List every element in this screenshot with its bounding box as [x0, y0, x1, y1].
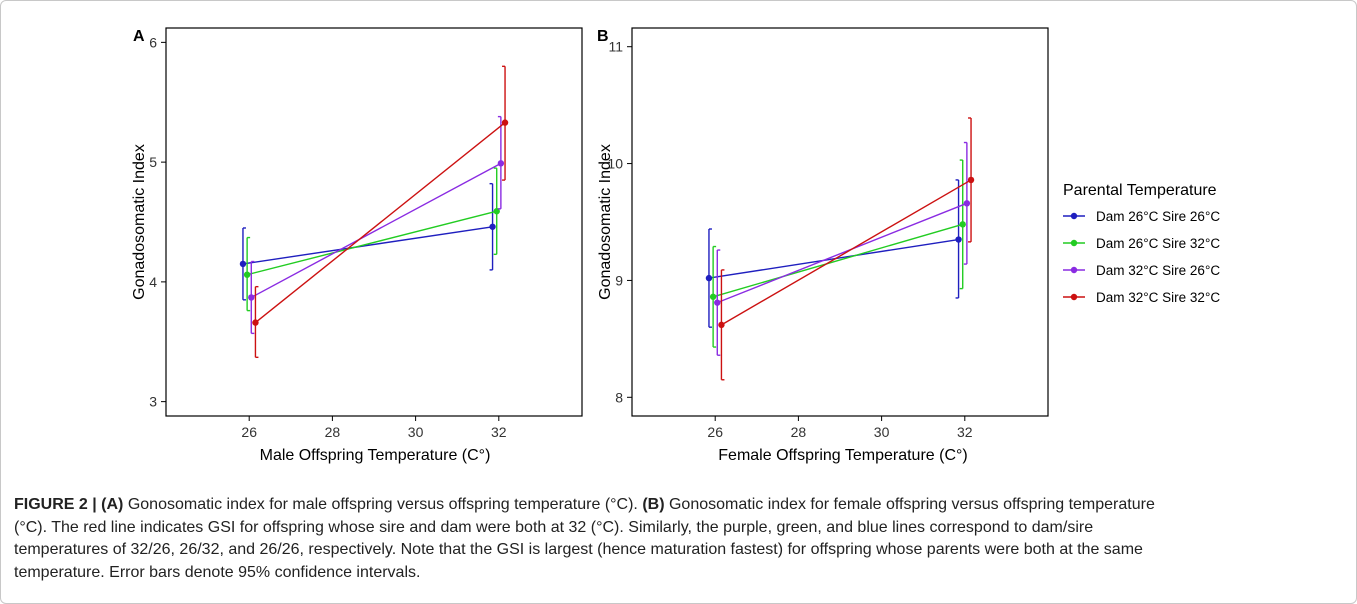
panel-a-y-tick-label: 4 [149, 274, 157, 290]
panel-a-x-tick-label: 32 [491, 424, 507, 440]
caption-line-4: temperature. Error bars denote 95% confi… [14, 563, 421, 581]
panel-b-x-tick-label: 26 [707, 424, 723, 440]
panel-a-series-3-point [497, 160, 505, 167]
panel-a-series-3-point [248, 294, 255, 301]
panel-b-series-3-point [963, 200, 971, 207]
legend-entry-2: Dam 26°C Sire 32°C [1063, 236, 1220, 251]
panel-a-series-1-point [239, 260, 247, 268]
caption-line-2: (°C). The red line indicates GSI for off… [14, 518, 1094, 536]
caption-line-1: FIGURE 2 | (A) Gonosomatic index for mal… [14, 494, 1343, 517]
caption-line-3: temperatures of 32/26, 26/32, and 26/26,… [14, 541, 1143, 558]
panel-b-series-4-point [967, 176, 975, 184]
legend-swatch-point [1070, 212, 1078, 220]
panel-a-label: A [133, 28, 145, 45]
panel-b: B Female Offspring Temperature (C°) Gona… [597, 27, 1049, 464]
panel-b-plot-border [631, 27, 1049, 417]
legend-entry-3: Dam 32°C Sire 26°C [1063, 263, 1220, 278]
legend-entry-label: Dam 32°C Sire 26°C [1096, 263, 1220, 278]
caption-a-tag: (A) [101, 496, 124, 513]
panel-b-series-3-point [714, 299, 721, 306]
legend: Parental Temperature Dam 26°C Sire 26°C D… [1063, 182, 1220, 305]
panel-a-series-3-line [250, 162, 502, 299]
panel-b-label: B [597, 28, 609, 45]
panel-b-x-axis-label: Female Offspring Temperature (C°) [718, 447, 967, 464]
panel-a-x-tick-label: 28 [325, 424, 341, 440]
panel-b-series-1-point [705, 274, 713, 282]
legend-swatch-point [1070, 266, 1078, 274]
panel-b-y-axis-label: Gonadosomatic Index [597, 144, 614, 300]
legend-swatch-point [1070, 239, 1078, 247]
legend-title: Parental Temperature [1063, 182, 1217, 199]
panel-a-series-1-point [489, 223, 496, 230]
caption-figure-label: FIGURE 2 | [14, 496, 97, 513]
panel-a-plot-border [165, 27, 583, 417]
panel-a-series-1-line [242, 226, 493, 265]
panel-b-series-3-line [717, 202, 968, 304]
figure-caption: FIGURE 2 | (A) Gonosomatic index for mal… [0, 494, 1357, 604]
panel-b-y-tick-label: 10 [607, 156, 623, 172]
legend-entry-label: Dam 26°C Sire 32°C [1096, 236, 1220, 251]
panel-a-series-2-point [493, 208, 500, 215]
panel-b-series-2-point [709, 293, 717, 300]
legend-entry-4: Dam 32°C Sire 32°C [1063, 290, 1220, 305]
panel-a-y-tick-label: 6 [149, 34, 157, 50]
panel-a-y-tick-label: 3 [149, 394, 157, 410]
panel-a-x-tick-label: 30 [408, 424, 424, 440]
panel-b-series-2-line [712, 223, 963, 298]
panel-a-x-axis-label: Male Offspring Temperature (C°) [260, 447, 491, 464]
caption-b-tag: (B) [642, 496, 665, 513]
panel-b-series-1-line [708, 238, 959, 279]
panel-b-x-tick-label: 30 [874, 424, 890, 440]
panel-b-y-tick-label: 8 [615, 389, 623, 405]
legend-entry-label: Dam 32°C Sire 32°C [1096, 290, 1220, 305]
panel-a-series-4-point [501, 119, 509, 126]
panel-a-y-axis-label: Gonadosomatic Index [131, 144, 148, 300]
panel-b-x-tick-label: 28 [791, 424, 807, 440]
legend-entry-label: Dam 26°C Sire 26°C [1096, 209, 1220, 224]
panel-a-series-4-line [255, 122, 506, 324]
panel-a: A Male Offspring Temperature (C°) Gonado… [131, 27, 583, 464]
caption-b-text: Gonosomatic index for female offspring v… [664, 496, 1155, 513]
panel-a-x-tick-label: 26 [241, 424, 257, 440]
panel-a-series-2-point [243, 271, 251, 278]
panel-b-series-2-point [959, 221, 966, 228]
panel-b-series-4-point [718, 321, 725, 329]
panel-a-series-4-point [252, 319, 259, 326]
panel-b-x-tick-label: 32 [957, 424, 973, 440]
legend-swatch-point [1070, 293, 1078, 301]
caption-a-text: Gonosomatic index for male offspring ver… [123, 496, 643, 513]
legend-entry-1: Dam 26°C Sire 26°C [1063, 209, 1220, 224]
panel-b-series-4-line [721, 179, 972, 326]
panel-a-y-tick-label: 5 [149, 154, 157, 170]
panel-b-y-tick-label: 11 [608, 39, 623, 55]
panel-b-y-tick-label: 9 [615, 272, 623, 288]
panel-b-series-1-point [955, 236, 962, 243]
panel-a-series-2-line [246, 210, 497, 276]
